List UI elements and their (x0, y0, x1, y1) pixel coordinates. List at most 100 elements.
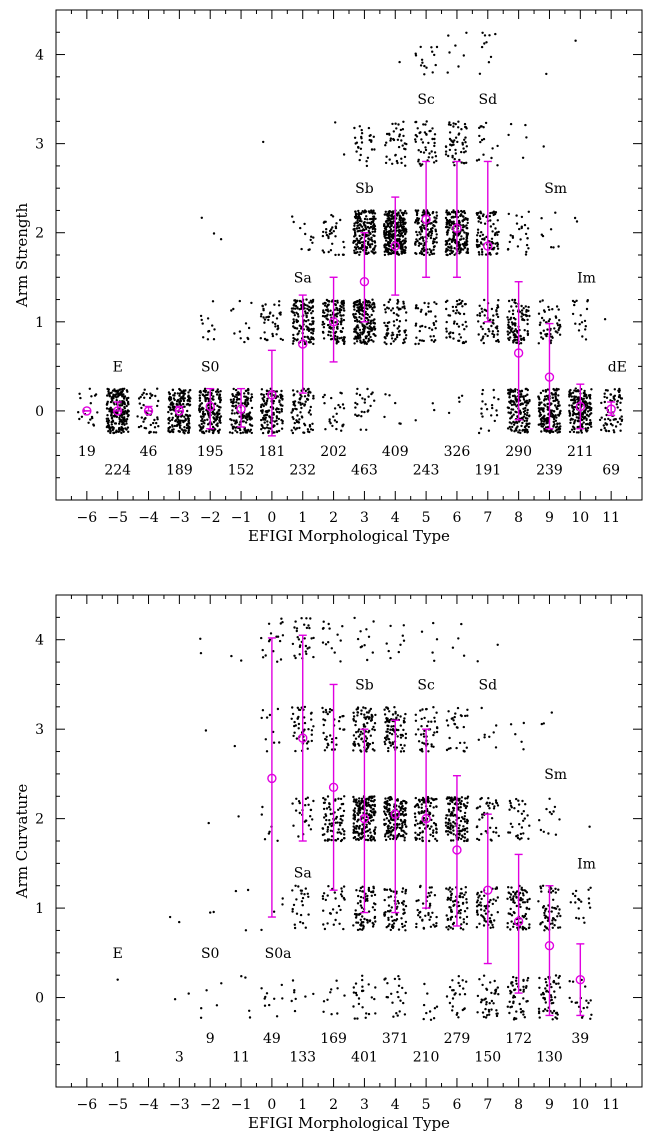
data-point (295, 311, 298, 314)
data-point (336, 987, 339, 990)
mean-marker (298, 339, 308, 349)
data-point (462, 248, 465, 251)
data-point (263, 427, 267, 430)
data-point (553, 389, 556, 392)
data-point (119, 388, 122, 391)
data-point (352, 795, 355, 799)
data-point (399, 128, 403, 132)
data-point (264, 654, 267, 657)
data-point (509, 336, 512, 339)
data-point (603, 418, 607, 421)
data-point (173, 998, 177, 1001)
data-point (330, 300, 334, 303)
data-point (485, 41, 488, 44)
data-point (310, 327, 314, 331)
data-point (234, 426, 237, 429)
data-point (335, 315, 339, 318)
data-point (306, 311, 309, 315)
data-point (294, 809, 298, 812)
data-point (613, 398, 616, 401)
data-point (373, 828, 376, 831)
data-point (359, 895, 363, 899)
data-point (201, 430, 204, 433)
data-point (370, 313, 373, 317)
data-point (322, 909, 325, 912)
data-point (260, 813, 263, 816)
data-point (373, 246, 376, 249)
data-point (496, 247, 500, 250)
data-point (430, 222, 433, 225)
data-point (361, 974, 364, 977)
data-point (511, 327, 514, 330)
x-tick-label: 8 (514, 510, 523, 526)
data-point (309, 391, 312, 394)
data-point (425, 133, 428, 136)
data-point (476, 314, 479, 317)
data-point (388, 218, 391, 222)
data-point (249, 428, 253, 431)
data-point (603, 426, 606, 430)
data-point (293, 926, 297, 930)
x-tick-label: 10 (571, 510, 589, 526)
count-label: 189 (166, 463, 193, 479)
data-point (205, 989, 208, 992)
data-point (526, 318, 529, 321)
data-point (281, 420, 284, 423)
x-tick-label: 0 (267, 510, 276, 526)
data-point (458, 339, 461, 342)
mean-marker (143, 406, 154, 416)
data-point (298, 811, 301, 815)
data-point (452, 211, 455, 214)
x-tick-label: 0 (267, 1097, 276, 1113)
data-point (383, 341, 386, 344)
data-point (480, 231, 483, 234)
data-point (512, 423, 516, 426)
data-point (294, 884, 297, 887)
data-point (125, 389, 129, 392)
data-point (330, 838, 333, 842)
data-point (331, 215, 335, 218)
data-point (483, 298, 486, 302)
data-point (370, 819, 373, 822)
data-point (507, 299, 511, 303)
data-point (417, 217, 421, 220)
data-point (355, 827, 358, 830)
data-point (454, 312, 457, 315)
data-point (538, 423, 542, 426)
data-point (422, 209, 425, 212)
data-point (497, 230, 500, 234)
data-point (550, 430, 554, 433)
data-point (540, 401, 543, 404)
data-point (293, 1009, 297, 1013)
data-point (568, 414, 571, 417)
data-point (290, 999, 293, 1003)
data-point (368, 231, 372, 234)
data-point (525, 250, 528, 254)
data-point (460, 161, 463, 164)
data-point (465, 232, 468, 235)
data-point (452, 237, 455, 240)
data-point (492, 396, 496, 399)
data-point (327, 622, 330, 626)
data-point (342, 307, 345, 310)
data-point (247, 388, 250, 392)
data-point (482, 126, 485, 129)
data-point (121, 416, 124, 419)
data-point (464, 136, 467, 139)
data-point (492, 314, 495, 317)
data-point (493, 419, 496, 423)
data-point (354, 312, 357, 316)
data-point (540, 422, 544, 426)
data-point (522, 410, 526, 414)
data-point (390, 337, 394, 340)
data-point (585, 430, 588, 433)
data-point (260, 636, 263, 640)
data-point (354, 801, 357, 804)
data-point (522, 407, 525, 410)
data-point (374, 713, 377, 717)
data-point (508, 338, 511, 342)
data-point (305, 315, 308, 319)
count-label: 239 (536, 463, 563, 479)
data-point (370, 243, 374, 246)
data-point (232, 419, 236, 422)
